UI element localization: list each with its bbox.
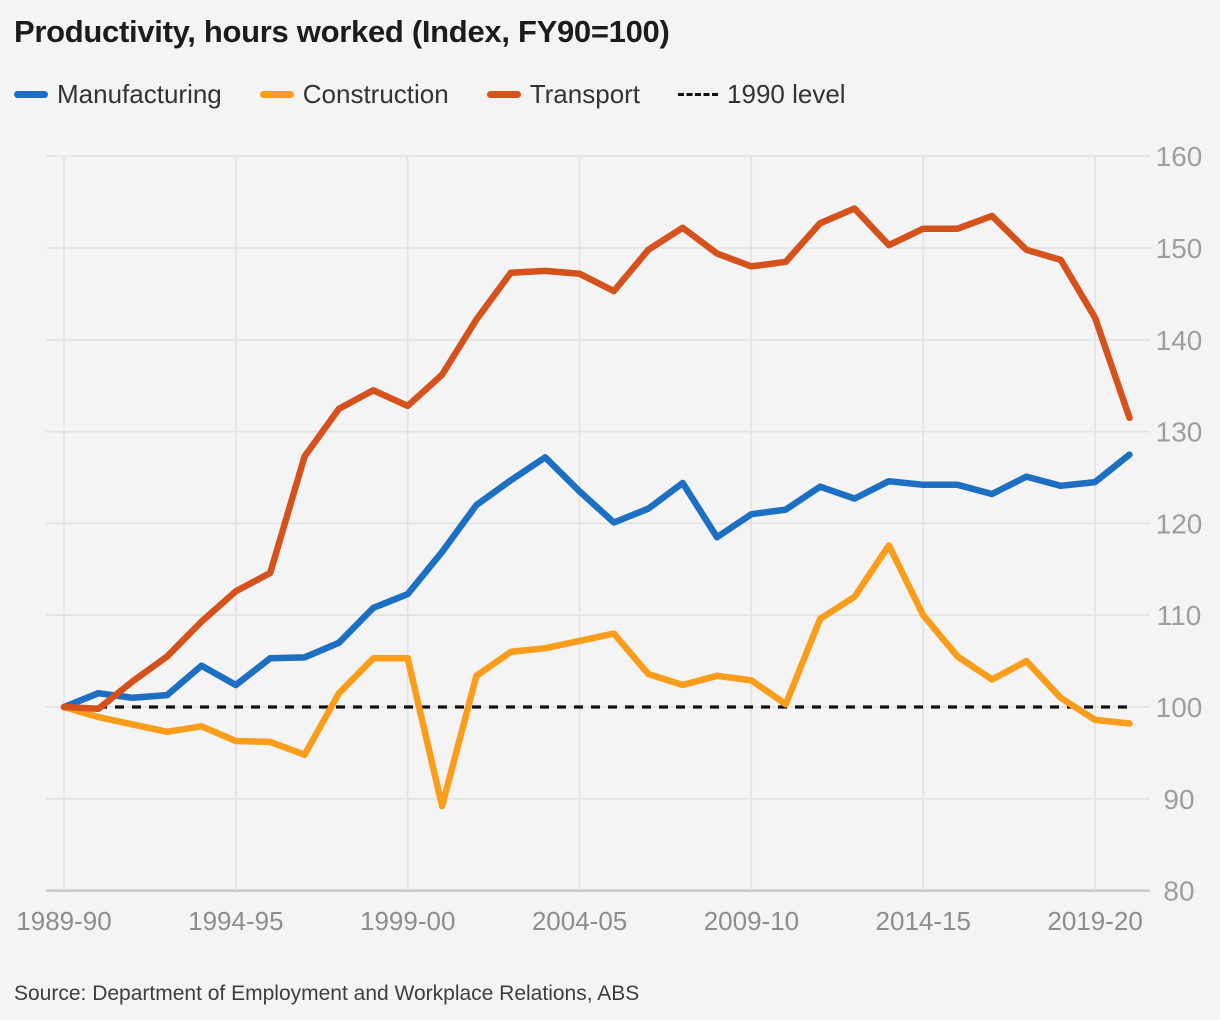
x-tick-label: 2014-15	[876, 906, 971, 936]
y-axis-labels: 80 90 100 110 120 130 140 150 160	[1156, 141, 1203, 906]
x-tick-label: 2009-10	[704, 906, 799, 936]
y-grid	[46, 155, 1150, 892]
y-tick-label: 120	[1156, 508, 1203, 539]
y-tick-label: 110	[1157, 600, 1202, 631]
series-line-construction	[60, 542, 1133, 810]
legend-item-transport: Transport	[486, 79, 641, 110]
legend-item-manufacturing: Manufacturing	[14, 79, 222, 110]
x-tick-label: 1999-00	[360, 906, 455, 936]
y-tick-label: 160	[1156, 141, 1203, 172]
legend-label-transport: Transport	[529, 79, 641, 109]
x-tick-label: 2004-05	[532, 906, 627, 936]
chart-title: Productivity, hours worked (Index, FY90=…	[14, 14, 670, 49]
source-note: Source: Department of Employment and Wor…	[14, 982, 640, 1005]
y-tick-label: 140	[1156, 325, 1203, 356]
x-axis-labels: 1989-90 1994-95 1999-00 2004-05 2009-10 2014-…	[16, 906, 1143, 936]
series-line-manufacturing	[60, 451, 1133, 711]
y-tick-label: 80	[1163, 876, 1194, 907]
series-line-transport	[60, 205, 1133, 713]
chart-legend: Manufacturing Construction Transport 1990 l…	[14, 79, 846, 110]
x-tick-label: 1989-90	[16, 906, 111, 936]
y-tick-label: 90	[1163, 784, 1194, 815]
legend-item-construction: Construction	[259, 79, 449, 110]
y-tick-label: 130	[1156, 417, 1203, 448]
y-tick-label: 100	[1156, 692, 1203, 723]
legend-label-1990-level: 1990 level	[727, 79, 846, 109]
legend-label-manufacturing: Manufacturing	[57, 79, 222, 109]
legend-swatch-transport	[486, 91, 521, 98]
legend-swatch-manufacturing	[14, 91, 48, 98]
y-tick-label: 150	[1156, 233, 1203, 264]
x-tick-label: 1994-95	[188, 906, 283, 936]
legend-label-construction: Construction	[302, 79, 449, 109]
legend-item-1990-level: 1990 level	[678, 79, 846, 110]
x-tick-label: 2019-20	[1047, 906, 1142, 936]
x-grid	[63, 156, 1096, 891]
legend-swatch-construction	[259, 91, 294, 98]
legend-swatch-1990-level	[678, 93, 719, 96]
